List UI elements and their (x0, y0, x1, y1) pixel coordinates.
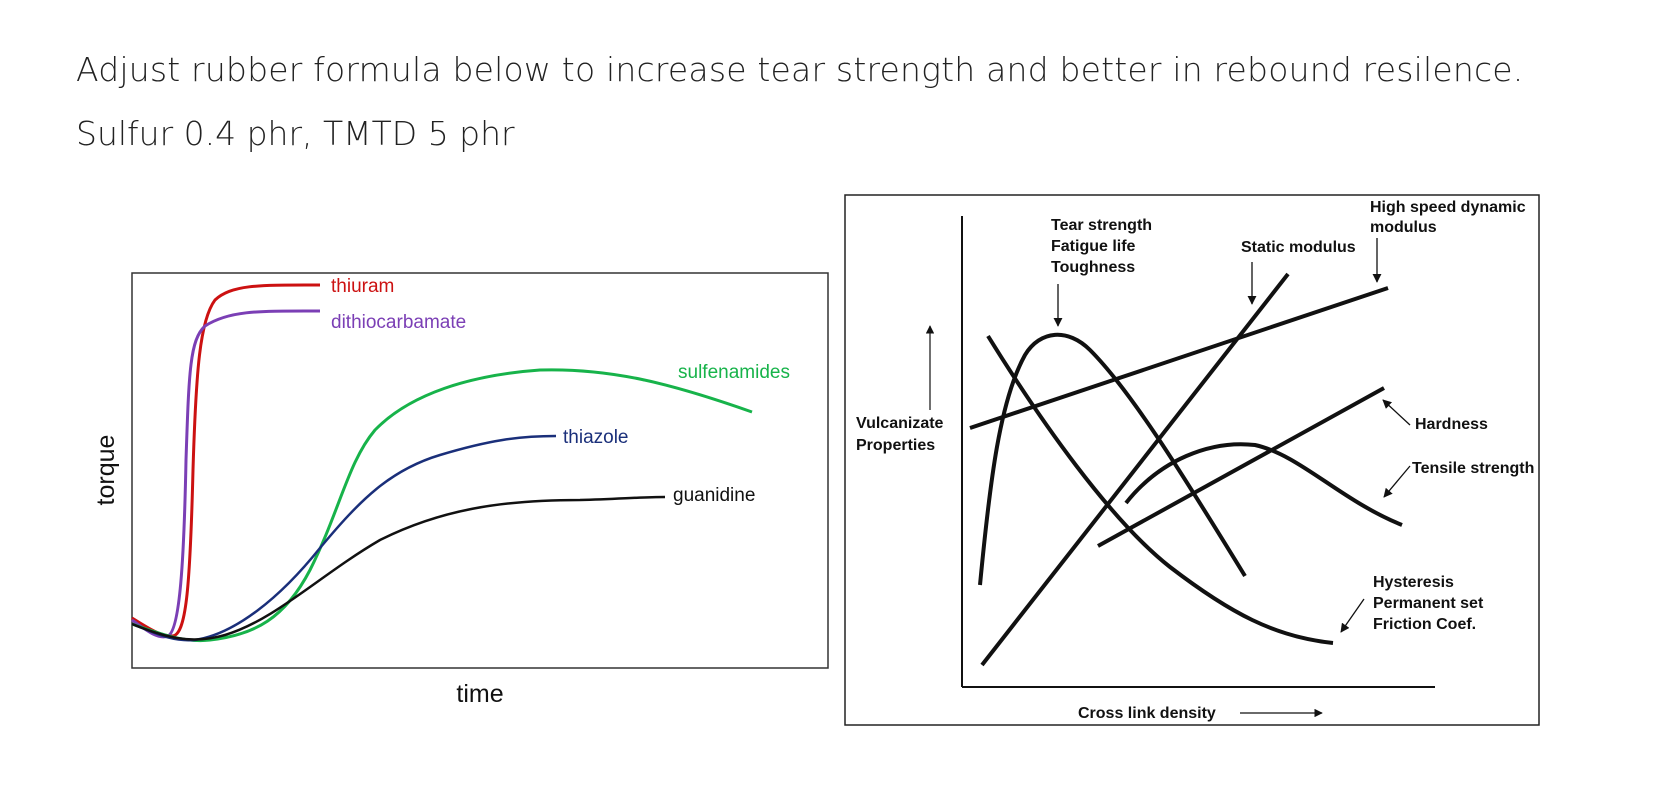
curve-sulfenamides (131, 368, 753, 643)
arrow-hardness (1382, 399, 1411, 426)
y-label-1: Vulcanizate (856, 415, 944, 432)
x-axis-label-time: time (456, 680, 503, 708)
label-tear-1: Tear strength (1051, 217, 1152, 234)
curve-dithiocarbamate (131, 309, 321, 639)
curve-hardness (1097, 386, 1385, 548)
label-sulfenamides: sulfenamides (678, 362, 790, 383)
label-tear-3: Toughness (1051, 259, 1135, 276)
curve-thiazole (131, 434, 557, 642)
label-hysteresis-3: Friction Coef. (1373, 616, 1476, 633)
curve-tear-strength (978, 332, 1247, 586)
curve-hysteresis (986, 334, 1334, 645)
arrow-tensile (1383, 465, 1411, 498)
label-dynamic-2: modulus (1370, 219, 1437, 236)
label-static-modulus: Static modulus (1241, 239, 1356, 256)
x-axis-label-crosslink: Cross link density (1078, 705, 1216, 722)
label-tensile: Tensile strength (1412, 460, 1534, 477)
label-dithiocarbamate: dithiocarbamate (331, 312, 466, 333)
label-hardness: Hardness (1415, 416, 1488, 433)
curve-tensile-strength (1124, 442, 1403, 527)
curve-dynamic-modulus (969, 286, 1389, 430)
question-line-1: Adjust rubber formula below to increase … (76, 50, 1524, 89)
y-axis-label-torque: torque (92, 435, 120, 506)
label-thiuram: thiuram (331, 276, 394, 297)
property-chart-frame (844, 194, 1540, 726)
label-guanidine: guanidine (673, 485, 755, 506)
label-hysteresis-1: Hysteresis (1373, 574, 1454, 591)
arrow-hysteresis (1340, 598, 1365, 633)
curve-guanidine (131, 495, 666, 641)
cure-chart-frame (131, 272, 829, 669)
label-thiazole: thiazole (563, 427, 629, 448)
label-tear-2: Fatigue life (1051, 238, 1136, 255)
label-hysteresis-2: Permanent set (1373, 595, 1484, 612)
curve-thiuram (131, 283, 321, 638)
y-label-2: Properties (856, 437, 935, 454)
label-dynamic-1: High speed dynamic (1370, 199, 1526, 216)
curve-static-modulus (980, 272, 1290, 667)
question-line-2: Sulfur 0.4 phr, TMTD 5 phr (76, 114, 515, 153)
